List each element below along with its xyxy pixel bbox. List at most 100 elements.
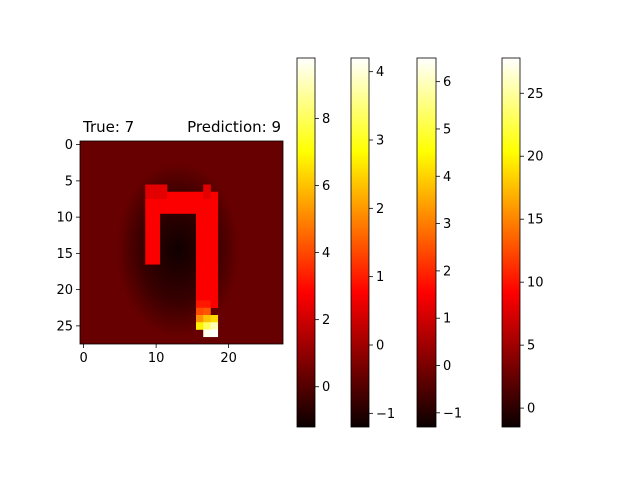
heatmap-cell — [196, 271, 204, 280]
heatmap-cell — [203, 293, 211, 301]
heatmap-panel: True: 7 Prediction: 9 0 10 20 0 5 10 15 20 25 — [56, 118, 284, 366]
y-tick-label: 15 — [56, 247, 73, 262]
colorbar-tick-label: 25 — [527, 87, 544, 102]
heatmap-cell — [159, 191, 168, 200]
y-tick-label: 0 — [65, 138, 73, 153]
heatmap-cell — [210, 228, 219, 236]
heatmap-cell — [210, 286, 219, 294]
heatmap-cell — [203, 242, 211, 251]
colorbar-tick-label: 6 — [322, 179, 330, 194]
heatmap-cell — [181, 191, 190, 200]
heatmap-cell — [203, 206, 211, 214]
heatmap-cell — [210, 322, 219, 330]
heatmap-cell — [203, 228, 211, 236]
colorbar-frame — [350, 57, 370, 428]
heatmap-cell — [181, 206, 190, 214]
heatmap-cell — [203, 300, 211, 309]
heatmap-cell — [145, 220, 153, 229]
heatmap-cell — [196, 307, 204, 316]
heatmap-cell — [203, 286, 211, 294]
y-tick-label: 25 — [56, 319, 73, 334]
heatmap-cell — [159, 184, 168, 193]
heatmap-cell — [174, 191, 182, 200]
colorbar-tick-label: 4 — [376, 65, 384, 80]
heatmap-axes: 0 10 20 0 5 10 15 20 25 — [56, 138, 236, 366]
heatmap-cell — [203, 213, 211, 222]
heatmap-cell — [174, 199, 182, 207]
heatmap-cell — [167, 191, 175, 200]
colorbar-tick-label: −1 — [376, 407, 395, 422]
heatmap-cell — [210, 278, 219, 287]
heatmap-cell — [145, 199, 153, 207]
colorbar-tick-label: 8 — [322, 112, 330, 127]
heatmap-cell — [167, 199, 175, 207]
heatmap-cell — [203, 278, 211, 287]
colorbar-3: −1 0 1 2 3 4 5 6 — [416, 57, 462, 428]
prediction-title: Prediction: 9 — [187, 118, 281, 136]
heatmap-cell — [196, 249, 204, 258]
heatmap-cell — [145, 257, 153, 265]
colorbar-tick-label: 0 — [322, 380, 330, 395]
colorbar-tick-label: 15 — [527, 213, 544, 228]
colorbar-tick-label: 0 — [443, 359, 451, 374]
heatmap-cell — [145, 228, 153, 236]
heatmap-cell — [152, 206, 161, 214]
heatmap-cell — [152, 228, 161, 236]
heatmap-cell — [196, 206, 204, 214]
heatmap-cell — [196, 278, 204, 287]
colorbar-tick-label: 20 — [527, 150, 544, 165]
heatmap-cell — [210, 242, 219, 251]
heatmap-cell — [152, 257, 161, 265]
colorbars: 0 2 4 6 8 −1 0 1 2 3 4 −1 0 1 2 3 4 5 6 0 5 10 15 20 25 — [296, 57, 544, 428]
heatmap-cell — [210, 293, 219, 301]
true-label-title: True: 7 — [82, 118, 134, 136]
heatmap-cell — [152, 235, 161, 243]
heatmap-cell — [196, 191, 204, 200]
colorbar-gradient — [351, 58, 369, 427]
heatmap-cell — [145, 242, 153, 251]
heatmap-cell — [188, 199, 197, 207]
heatmap-cell — [152, 249, 161, 258]
heatmap-cell — [203, 329, 211, 338]
colorbar-tick-label: 2 — [322, 313, 330, 328]
heatmap-cell — [196, 199, 204, 207]
heatmap-cell — [210, 206, 219, 214]
colorbar-1: 0 2 4 6 8 — [296, 57, 330, 428]
heatmap-cell — [152, 213, 161, 222]
heatmap-cell — [196, 315, 204, 323]
heatmap-cell — [203, 315, 211, 323]
heatmap-cell — [203, 184, 211, 193]
colorbar-tick-label: 0 — [527, 402, 535, 417]
heatmap-cell — [145, 213, 153, 222]
heatmap-cell — [196, 228, 204, 236]
heatmap-cell — [145, 249, 153, 258]
heatmap-cell — [203, 271, 211, 280]
heatmap-image — [80, 141, 283, 344]
heatmap-cell — [188, 191, 197, 200]
colorbar-tick-label: 1 — [376, 270, 384, 285]
heatmap-cell — [152, 199, 161, 207]
heatmap-cell — [196, 300, 204, 309]
colorbar-gradient — [297, 58, 315, 427]
heatmap-cell — [210, 213, 219, 222]
heatmap-cell — [196, 286, 204, 294]
heatmap-cell — [210, 220, 219, 229]
colorbar-tick-label: 2 — [443, 264, 451, 279]
heatmap-cell — [196, 220, 204, 229]
y-tick-label: 10 — [56, 211, 73, 226]
colorbar-tick-label: 4 — [443, 170, 451, 185]
heatmap-cell — [210, 199, 219, 207]
heatmap-cell — [181, 199, 190, 207]
heatmap-cell — [145, 191, 153, 200]
heatmap-cell — [203, 307, 211, 316]
heatmap-cell — [152, 184, 161, 193]
colorbar-tick-label: 5 — [443, 122, 451, 137]
colorbar-2: −1 0 1 2 3 4 — [350, 57, 395, 428]
colorbar-gradient — [502, 58, 520, 427]
heatmap-cell — [145, 184, 153, 193]
heatmap-cell — [196, 213, 204, 222]
heatmap-cell — [203, 249, 211, 258]
heatmap-cell — [159, 206, 168, 214]
heatmap-cell — [196, 235, 204, 243]
heatmap-cell — [210, 329, 219, 338]
